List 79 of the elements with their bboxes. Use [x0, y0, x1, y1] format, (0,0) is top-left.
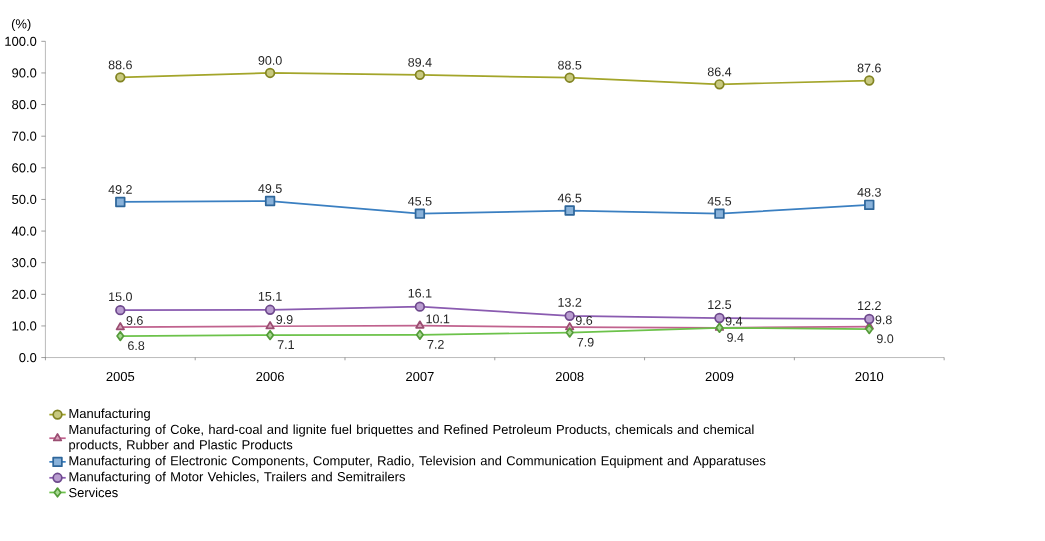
point [564, 310, 575, 321]
data-label: 12.2 [858, 301, 881, 310]
data-label: 6.8 [128, 341, 145, 351]
y-tick-label: 50.0 [12, 194, 37, 204]
point [864, 75, 875, 86]
point [714, 208, 725, 219]
point [264, 304, 276, 315]
point [264, 67, 276, 79]
point [115, 196, 126, 208]
point [564, 205, 575, 216]
data-label: 88.5 [558, 60, 582, 70]
data-label: 45.5 [707, 196, 732, 206]
data-label: 7.1 [277, 340, 294, 349]
point [414, 301, 426, 312]
point [565, 327, 574, 338]
y-tick-label: 90.0 [12, 68, 37, 78]
data-label: 87.6 [857, 63, 881, 73]
y-axis-title: (%) [11, 18, 31, 31]
data-label: 9.4 [727, 332, 744, 342]
data-label: 90.0 [258, 55, 282, 65]
data-label: 15.1 [258, 291, 282, 301]
x-tick-label: 2006 [256, 371, 284, 382]
x-tick-label: 2010 [855, 371, 884, 382]
data-label: 9.4 [725, 316, 743, 326]
data-label: 9.9 [276, 315, 293, 324]
point [265, 320, 275, 330]
data-label: 15.0 [109, 292, 132, 302]
data-label: 12.5 [708, 300, 732, 309]
legend-label: Manufacturing of Coke, hard-coal and lignite fuel briquettes and Refined Petroleum Products, chemicals and chemical products, Rubber and Plastic Products [69, 424, 754, 452]
legend-label: Manufacturing of Motor Vehicles, Trailers and Semitrailers [69, 471, 405, 484]
x-tick-label: 2009 [705, 371, 734, 382]
data-label: 10.1 [426, 314, 450, 324]
point [415, 320, 425, 329]
legend-label: Manufacturing [69, 408, 150, 421]
data-label: 16.1 [408, 288, 432, 298]
data-label: 45.5 [408, 196, 432, 206]
point [414, 69, 426, 80]
data-label: 9.8 [875, 315, 892, 325]
point [864, 313, 875, 325]
data-label: 9.6 [126, 315, 143, 325]
point [264, 195, 276, 207]
point [115, 304, 126, 316]
data-label: 49.2 [108, 184, 132, 194]
point [415, 329, 424, 340]
data-label: 9.6 [575, 315, 593, 325]
y-tick-label: 70.0 [12, 131, 37, 141]
data-label: 7.2 [427, 339, 444, 349]
y-tick-label: 80.0 [12, 99, 37, 110]
legend-label: Services [69, 487, 118, 498]
y-tick-label: 60.0 [12, 163, 37, 173]
data-label: 13.2 [558, 297, 582, 307]
legend-label: Manufacturing of Electronic Components, Computer, Radio, Television and Communication Equipment and Apparatuses [69, 455, 766, 468]
point [115, 321, 125, 331]
y-tick-label: 0.0 [19, 352, 37, 363]
point [714, 312, 725, 324]
x-tick-label: 2008 [555, 371, 584, 382]
y-tick-label: 10.0 [12, 321, 37, 331]
data-label: 7.9 [577, 337, 594, 347]
point [116, 330, 125, 342]
x-tick-label: 2005 [106, 371, 135, 382]
y-tick-label: 100.0 [5, 36, 37, 46]
data-label: 89.4 [408, 57, 432, 67]
data-label: 86.4 [707, 67, 732, 77]
point [714, 79, 725, 90]
point [564, 72, 575, 83]
point [115, 72, 126, 83]
point [865, 323, 874, 335]
y-tick-label: 40.0 [11, 226, 37, 236]
y-tick-label: 20.0 [12, 289, 37, 299]
point [265, 329, 275, 341]
data-label: 88.6 [108, 60, 132, 70]
data-label: 49.5 [258, 184, 282, 193]
x-tick-label: 2007 [406, 371, 434, 382]
data-label: 48.3 [857, 187, 881, 197]
point [414, 208, 426, 219]
point [864, 199, 875, 210]
data-label: 9.0 [876, 334, 894, 344]
y-tick-label: 30.0 [12, 258, 37, 268]
data-label: 46.5 [557, 193, 582, 203]
